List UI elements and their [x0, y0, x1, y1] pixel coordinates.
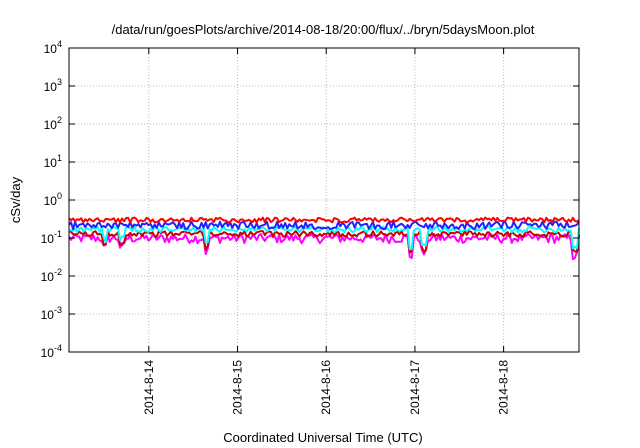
y-tick-label: 101	[44, 153, 62, 170]
y-tick-exponent: -3	[54, 305, 62, 315]
y-tick-exponent: 0	[57, 191, 62, 201]
x-axis: 2014-8-14 2014-8-15 2014-8-16 2014-8-17 2014…	[142, 48, 511, 415]
y-tick-base: 10	[41, 346, 55, 360]
y-axis-label: cSv/day	[8, 176, 23, 223]
series-line	[68, 230, 580, 254]
y-tick-base: 10	[41, 232, 55, 246]
y-tick-label: 10-4	[41, 343, 62, 360]
y-tick-base: 10	[44, 156, 58, 170]
y-tick-exponent: 4	[57, 39, 62, 49]
y-tick-label: 10-3	[41, 305, 62, 322]
y-tick-exponent: -2	[54, 267, 62, 277]
y-tick-exponent: -4	[54, 343, 62, 353]
y-tick-label: 10-1	[41, 229, 62, 246]
x-tick-label: 2014-8-15	[231, 360, 245, 415]
y-tick-exponent: -1	[54, 229, 62, 239]
y-tick-exponent: 1	[57, 153, 62, 163]
y-tick-base: 10	[44, 194, 58, 208]
y-tick-label: 10-2	[41, 267, 62, 284]
y-tick-base: 10	[44, 80, 58, 94]
y-tick-exponent: 2	[57, 115, 62, 125]
y-tick-base: 10	[44, 42, 58, 56]
series-line	[68, 216, 580, 224]
x-axis-label: Coordinated Universal Time (UTC)	[223, 430, 422, 445]
series-layer	[68, 216, 580, 261]
series-line	[68, 233, 580, 261]
y-tick-label: 104	[44, 39, 62, 56]
x-tick-label: 2014-8-17	[408, 360, 422, 415]
y-tick-label: 102	[44, 115, 62, 132]
y-tick-label: 103	[44, 77, 62, 94]
y-tick-exponent: 3	[57, 77, 62, 87]
chart-title: /data/run/goesPlots/archive/2014-08-18/2…	[112, 22, 535, 37]
y-tick-base: 10	[41, 308, 55, 322]
y-tick-label: 100	[44, 191, 62, 208]
x-tick-label: 2014-8-14	[142, 360, 156, 415]
x-tick-label: 2014-8-16	[319, 360, 333, 415]
x-tick-label: 2014-8-18	[497, 360, 511, 415]
y-tick-base: 10	[41, 270, 55, 284]
y-tick-base: 10	[44, 118, 58, 132]
grid	[69, 48, 579, 352]
series-line	[68, 220, 580, 231]
